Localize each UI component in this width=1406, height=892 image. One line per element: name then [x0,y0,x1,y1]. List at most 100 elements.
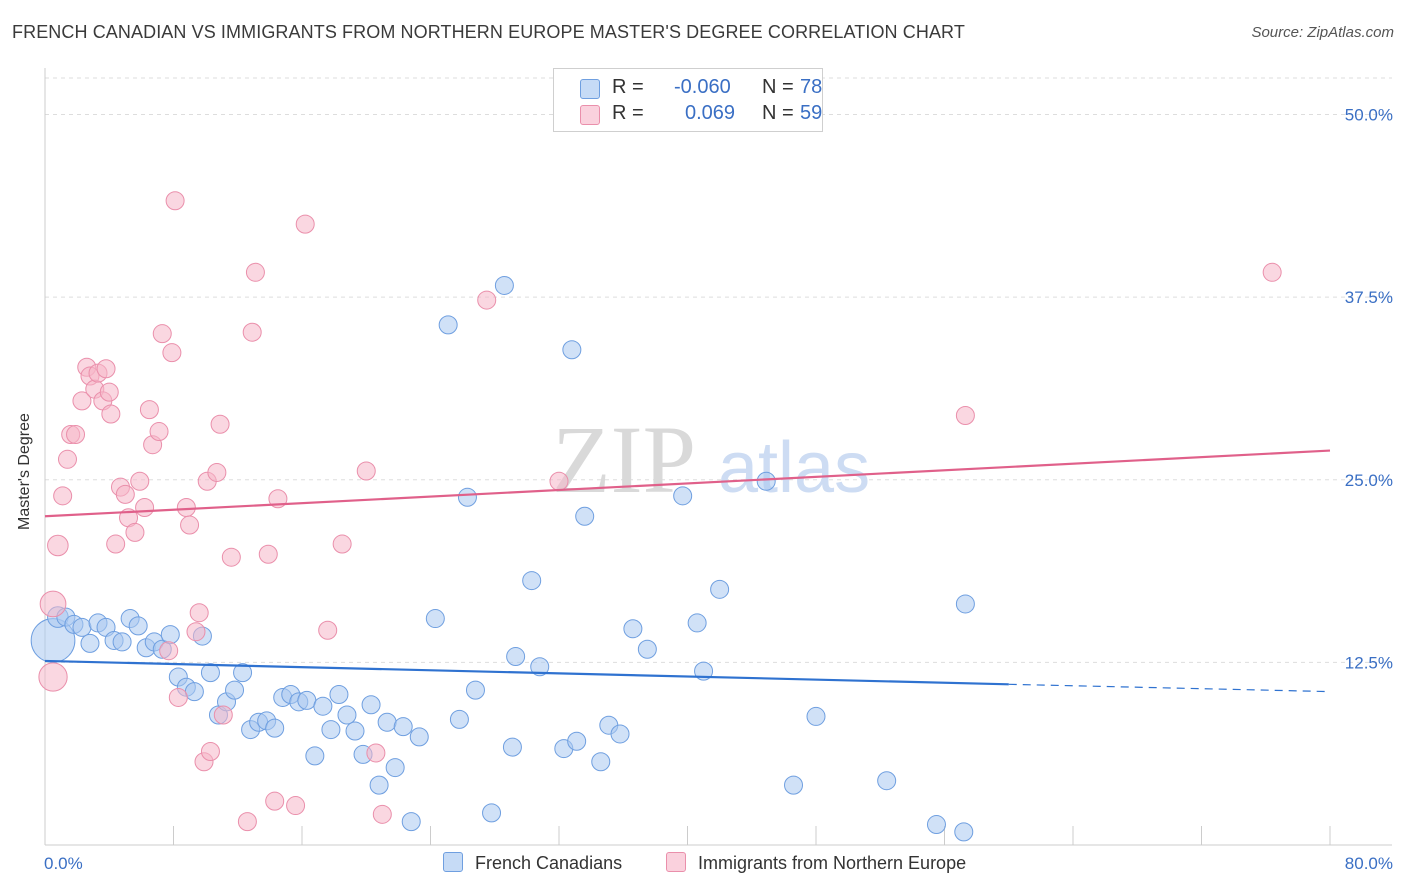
data-points [30,191,1282,842]
data-point [200,663,220,683]
y-axis-label: Master's Degree [16,413,33,530]
data-point [694,661,714,681]
data-point [372,804,392,824]
source-label: Source: ZipAtlas.com [1251,24,1394,41]
data-point [673,486,693,506]
data-point [610,724,630,744]
data-point [149,422,169,442]
trend-lines [44,449,1331,693]
data-point [369,775,389,795]
data-point [477,290,497,310]
data-point [213,705,233,725]
data-point [332,534,352,554]
y-tick-label: 25.0% [1345,471,1393,490]
data-point [295,214,315,234]
data-point [39,590,67,618]
data-point [784,775,804,795]
legend-label: Immigrants from Northern Europe [698,853,967,873]
data-point [345,721,365,741]
grid-lines [45,77,1392,663]
data-point [297,690,317,710]
data-point [115,484,135,504]
data-point [955,594,975,614]
data-point [329,685,349,705]
data-point [506,647,526,667]
trend-line-immigrants [44,449,1331,518]
data-point [710,579,730,599]
data-point [159,641,179,661]
data-point [221,547,241,567]
correlation-legend: R = -0.060 N = 78 R = 0.069 N = 59 [553,68,823,132]
data-point [207,462,227,482]
data-point [168,687,188,707]
legend-r-label: R = [612,76,644,98]
data-point [165,191,185,211]
data-point [96,359,116,379]
data-point [877,771,897,791]
data-point [176,498,196,518]
watermark-atlas: atlas [718,428,870,508]
legend-label: French Canadians [475,853,623,873]
legend-n-value: 59 [800,102,823,124]
data-point [366,743,386,763]
data-point [623,619,643,639]
data-point [139,400,159,420]
y-tick-label: 50.0% [1345,106,1393,125]
data-point [237,812,257,832]
data-point [258,544,278,564]
data-point [189,603,209,623]
trend-line-french-canadians-extrapolated [1008,683,1331,693]
legend-item-immigrants: Immigrants from Northern Europe [666,852,966,874]
legend-swatch-pink [580,105,600,125]
x-tick-label: 0.0% [44,854,83,873]
data-point [225,680,245,700]
data-point [954,822,974,842]
data-point [438,315,458,335]
legend-r-label: R = [612,102,644,124]
data-point [160,625,180,645]
data-point [128,616,148,636]
trend-line-french-canadians [44,659,1009,686]
data-point [502,737,522,757]
data-point [393,717,413,737]
data-point [72,617,92,637]
data-point [245,262,265,282]
data-point [955,405,975,425]
legend-r-value: -0.060 [674,76,731,98]
legend-swatch-blue [580,79,600,99]
data-point [465,680,485,700]
data-point [385,758,405,778]
data-point [162,343,182,363]
data-point [449,709,469,729]
data-point [482,803,502,823]
legend-item-french-canadians: French Canadians [443,852,622,874]
watermark: ZIP atlas [552,406,870,513]
series-immigrants-northern-europe [38,191,1282,832]
data-point [591,752,611,772]
data-point [1262,262,1282,282]
data-point [106,534,126,554]
data-point [409,727,429,747]
axes [44,68,1392,846]
data-point [135,498,155,518]
data-point [101,404,121,424]
watermark-zip: ZIP [552,406,696,513]
data-point [38,662,68,692]
data-point [321,720,341,740]
data-point [401,812,421,832]
data-point [687,613,707,633]
data-point [184,682,204,702]
legend-swatch-pink [666,852,686,872]
y-tick-label: 12.5% [1345,653,1393,672]
data-point [125,522,145,542]
data-point [210,414,230,434]
data-point [318,620,338,640]
data-point [575,506,595,526]
data-point [130,471,150,491]
data-point [112,632,132,652]
data-point [425,609,445,629]
data-point [377,712,397,732]
data-point [549,471,569,491]
data-point [457,487,477,507]
